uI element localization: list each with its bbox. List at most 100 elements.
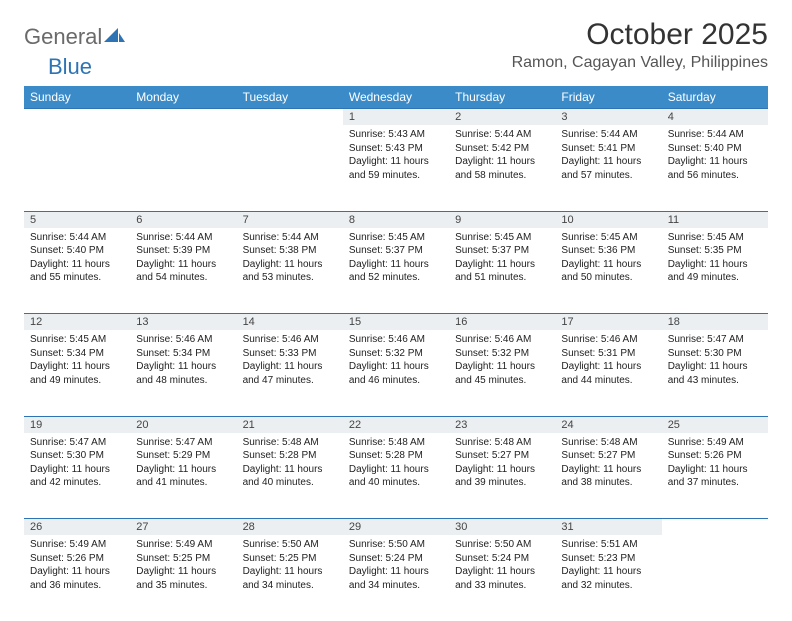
sunrise-line: Sunrise: 5:46 AM — [455, 333, 549, 347]
sunrise-line: Sunrise: 5:50 AM — [455, 538, 549, 552]
logo-text-blue: Blue — [48, 54, 92, 80]
sunrise-line: Sunrise: 5:45 AM — [349, 231, 443, 245]
sunrise-line: Sunrise: 5:46 AM — [136, 333, 230, 347]
sunset-line: Sunset: 5:27 PM — [561, 449, 655, 463]
sunset-line: Sunset: 5:37 PM — [349, 244, 443, 258]
daylight-line: Daylight: 11 hours and 45 minutes. — [455, 360, 549, 387]
day-number: 25 — [662, 416, 768, 433]
sunrise-line: Sunrise: 5:49 AM — [668, 436, 762, 450]
sunset-line: Sunset: 5:34 PM — [30, 347, 124, 361]
sunset-line: Sunset: 5:32 PM — [349, 347, 443, 361]
day-content-row: Sunrise: 5:44 AMSunset: 5:40 PMDaylight:… — [24, 228, 768, 314]
sunset-line: Sunset: 5:24 PM — [349, 552, 443, 566]
day-cell: Sunrise: 5:46 AMSunset: 5:32 PMDaylight:… — [343, 330, 449, 416]
sunrise-line: Sunrise: 5:46 AM — [349, 333, 443, 347]
day-number-row: 12131415161718 — [24, 314, 768, 331]
day-number: 16 — [449, 314, 555, 331]
empty-cell — [662, 519, 768, 536]
day-cell: Sunrise: 5:51 AMSunset: 5:23 PMDaylight:… — [555, 535, 661, 621]
empty-cell — [130, 125, 236, 211]
empty-cell — [24, 125, 130, 211]
weekday-header-row: SundayMondayTuesdayWednesdayThursdayFrid… — [24, 86, 768, 109]
sunset-line: Sunset: 5:28 PM — [243, 449, 337, 463]
sunrise-line: Sunrise: 5:46 AM — [243, 333, 337, 347]
day-cell: Sunrise: 5:49 AMSunset: 5:26 PMDaylight:… — [662, 433, 768, 519]
day-number: 18 — [662, 314, 768, 331]
sunrise-line: Sunrise: 5:44 AM — [136, 231, 230, 245]
day-number: 14 — [237, 314, 343, 331]
daylight-line: Daylight: 11 hours and 39 minutes. — [455, 463, 549, 490]
logo-sail-icon — [104, 26, 126, 49]
daylight-line: Daylight: 11 hours and 43 minutes. — [668, 360, 762, 387]
day-cell: Sunrise: 5:48 AMSunset: 5:27 PMDaylight:… — [449, 433, 555, 519]
sunrise-line: Sunrise: 5:49 AM — [30, 538, 124, 552]
daylight-line: Daylight: 11 hours and 33 minutes. — [455, 565, 549, 592]
empty-cell — [237, 125, 343, 211]
sunset-line: Sunset: 5:27 PM — [455, 449, 549, 463]
day-content-row: Sunrise: 5:43 AMSunset: 5:43 PMDaylight:… — [24, 125, 768, 211]
sunset-line: Sunset: 5:23 PM — [561, 552, 655, 566]
day-cell: Sunrise: 5:45 AMSunset: 5:36 PMDaylight:… — [555, 228, 661, 314]
empty-cell — [237, 109, 343, 126]
sunrise-line: Sunrise: 5:47 AM — [668, 333, 762, 347]
sunset-line: Sunset: 5:34 PM — [136, 347, 230, 361]
day-cell: Sunrise: 5:48 AMSunset: 5:27 PMDaylight:… — [555, 433, 661, 519]
sunrise-line: Sunrise: 5:46 AM — [561, 333, 655, 347]
day-cell: Sunrise: 5:45 AMSunset: 5:37 PMDaylight:… — [449, 228, 555, 314]
sunrise-line: Sunrise: 5:44 AM — [30, 231, 124, 245]
day-cell: Sunrise: 5:49 AMSunset: 5:25 PMDaylight:… — [130, 535, 236, 621]
day-number: 11 — [662, 211, 768, 228]
day-number: 19 — [24, 416, 130, 433]
day-number: 4 — [662, 109, 768, 126]
sunrise-line: Sunrise: 5:50 AM — [349, 538, 443, 552]
day-number: 2 — [449, 109, 555, 126]
daylight-line: Daylight: 11 hours and 42 minutes. — [30, 463, 124, 490]
daylight-line: Daylight: 11 hours and 48 minutes. — [136, 360, 230, 387]
empty-cell — [24, 109, 130, 126]
day-number: 5 — [24, 211, 130, 228]
logo-text-general: General — [24, 24, 102, 50]
sunset-line: Sunset: 5:32 PM — [455, 347, 549, 361]
day-number-row: 567891011 — [24, 211, 768, 228]
empty-cell — [130, 109, 236, 126]
weekday-header: Thursday — [449, 86, 555, 109]
daylight-line: Daylight: 11 hours and 51 minutes. — [455, 258, 549, 285]
daylight-line: Daylight: 11 hours and 46 minutes. — [349, 360, 443, 387]
day-number: 28 — [237, 519, 343, 536]
day-number: 15 — [343, 314, 449, 331]
daylight-line: Daylight: 11 hours and 34 minutes. — [243, 565, 337, 592]
day-number-row: 1234 — [24, 109, 768, 126]
day-cell: Sunrise: 5:46 AMSunset: 5:31 PMDaylight:… — [555, 330, 661, 416]
sunset-line: Sunset: 5:37 PM — [455, 244, 549, 258]
day-number: 1 — [343, 109, 449, 126]
daylight-line: Daylight: 11 hours and 32 minutes. — [561, 565, 655, 592]
location-subtitle: Ramon, Cagayan Valley, Philippines — [512, 54, 768, 72]
day-cell: Sunrise: 5:44 AMSunset: 5:40 PMDaylight:… — [24, 228, 130, 314]
day-cell: Sunrise: 5:43 AMSunset: 5:43 PMDaylight:… — [343, 125, 449, 211]
sunrise-line: Sunrise: 5:45 AM — [455, 231, 549, 245]
daylight-line: Daylight: 11 hours and 40 minutes. — [349, 463, 443, 490]
sunset-line: Sunset: 5:26 PM — [668, 449, 762, 463]
sunrise-line: Sunrise: 5:48 AM — [561, 436, 655, 450]
day-number: 13 — [130, 314, 236, 331]
day-number-row: 19202122232425 — [24, 416, 768, 433]
day-number: 29 — [343, 519, 449, 536]
sunrise-line: Sunrise: 5:45 AM — [668, 231, 762, 245]
sunset-line: Sunset: 5:31 PM — [561, 347, 655, 361]
sunset-line: Sunset: 5:26 PM — [30, 552, 124, 566]
day-cell: Sunrise: 5:50 AMSunset: 5:25 PMDaylight:… — [237, 535, 343, 621]
day-cell: Sunrise: 5:45 AMSunset: 5:37 PMDaylight:… — [343, 228, 449, 314]
day-cell: Sunrise: 5:46 AMSunset: 5:34 PMDaylight:… — [130, 330, 236, 416]
day-number: 22 — [343, 416, 449, 433]
weekday-header: Wednesday — [343, 86, 449, 109]
day-number: 6 — [130, 211, 236, 228]
day-cell: Sunrise: 5:50 AMSunset: 5:24 PMDaylight:… — [449, 535, 555, 621]
sunrise-line: Sunrise: 5:44 AM — [455, 128, 549, 142]
daylight-line: Daylight: 11 hours and 53 minutes. — [243, 258, 337, 285]
weekday-header: Monday — [130, 86, 236, 109]
daylight-line: Daylight: 11 hours and 44 minutes. — [561, 360, 655, 387]
day-cell: Sunrise: 5:44 AMSunset: 5:42 PMDaylight:… — [449, 125, 555, 211]
day-number: 27 — [130, 519, 236, 536]
day-number: 9 — [449, 211, 555, 228]
sunrise-line: Sunrise: 5:45 AM — [30, 333, 124, 347]
